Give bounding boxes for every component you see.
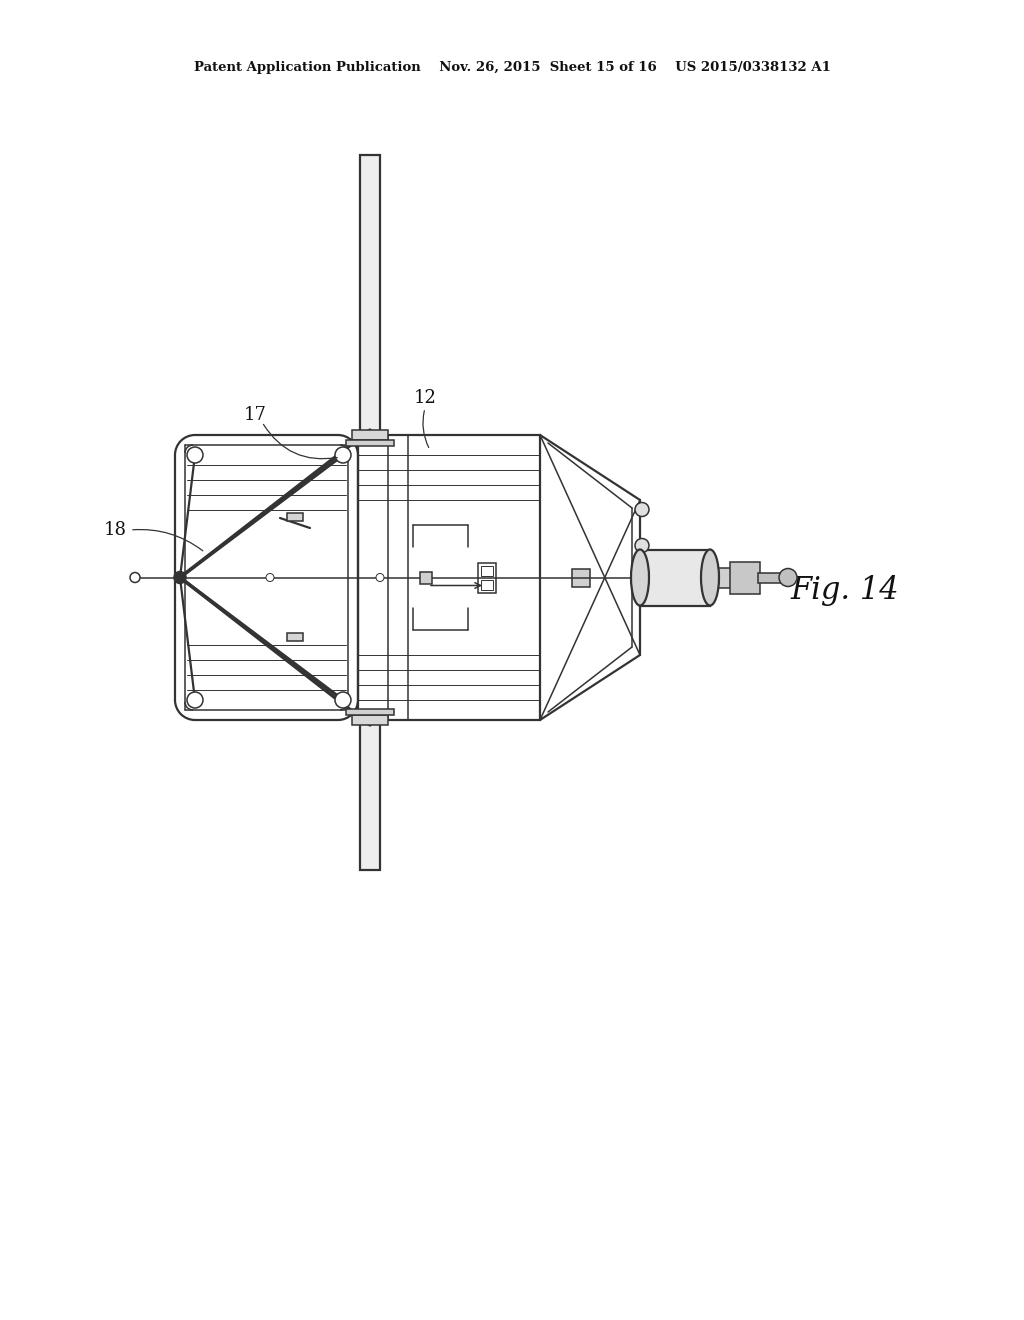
FancyArrowPatch shape (133, 529, 203, 550)
Circle shape (187, 692, 203, 708)
Bar (640, 549, 710, 606)
Bar (346, 440, 394, 446)
Bar (730, 561, 760, 594)
Ellipse shape (701, 549, 719, 606)
Ellipse shape (631, 549, 649, 606)
Bar (572, 569, 590, 586)
Bar (360, 719, 380, 870)
Circle shape (335, 692, 351, 708)
Ellipse shape (635, 539, 649, 553)
Bar (360, 154, 380, 436)
Bar (481, 565, 493, 576)
Bar (478, 562, 496, 593)
Text: Fig. 14: Fig. 14 (790, 574, 899, 606)
Bar (287, 513, 303, 521)
Bar (352, 715, 388, 725)
Bar (758, 573, 788, 582)
Bar (346, 709, 394, 715)
Text: 17: 17 (244, 407, 266, 424)
Ellipse shape (779, 569, 797, 586)
Text: 18: 18 (103, 521, 127, 539)
Circle shape (266, 573, 274, 582)
Bar (705, 568, 735, 587)
Circle shape (376, 573, 384, 582)
Text: Patent Application Publication    Nov. 26, 2015  Sheet 15 of 16    US 2015/03381: Patent Application Publication Nov. 26, … (194, 62, 830, 74)
Circle shape (174, 572, 186, 583)
Bar (352, 430, 388, 440)
Circle shape (335, 447, 351, 463)
Bar (481, 579, 493, 590)
Circle shape (130, 573, 140, 582)
FancyArrowPatch shape (263, 424, 337, 459)
Bar (287, 634, 303, 642)
FancyArrowPatch shape (423, 411, 429, 447)
Bar (358, 436, 540, 719)
Text: 12: 12 (414, 389, 436, 407)
Circle shape (187, 447, 203, 463)
Ellipse shape (635, 503, 649, 516)
Bar (420, 572, 432, 583)
